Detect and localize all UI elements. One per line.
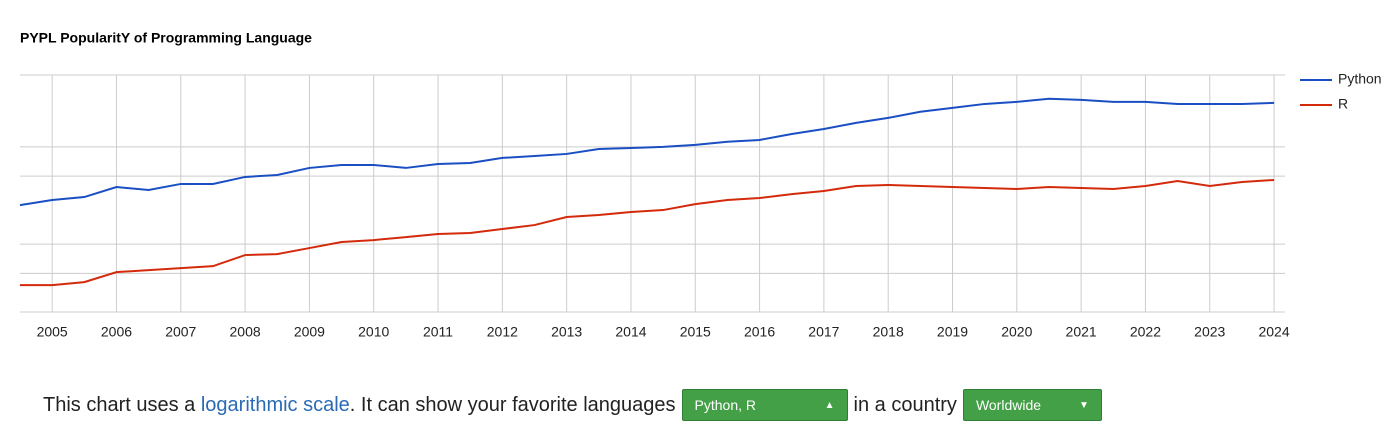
footer-text: in a country bbox=[853, 393, 957, 416]
chart: PYPL PopularitY of Programming Language … bbox=[19, 30, 1382, 340]
line-series bbox=[19, 97, 1275, 207]
caret: ▼ bbox=[1079, 399, 1089, 411]
link[interactable]: logarithmic scale bbox=[200, 393, 350, 416]
dropdown-label: Python, R bbox=[694, 397, 757, 413]
chart-title: PYPL PopularitY of Programming Language bbox=[20, 30, 312, 46]
dropdown-label: Worldwide bbox=[975, 397, 1042, 413]
x-tick-label: 2016 bbox=[744, 324, 775, 340]
line-series bbox=[20, 178, 1275, 287]
x-tick-label: 2006 bbox=[101, 324, 132, 340]
x-tick-label: 2015 bbox=[680, 324, 711, 340]
x-tick-label: 2007 bbox=[165, 324, 196, 340]
x-tick-label: 2012 bbox=[487, 324, 518, 340]
x-tick-label: 2019 bbox=[937, 324, 968, 340]
x-tick-label: 2013 bbox=[551, 324, 582, 340]
country-dropdown[interactable]: Worldwide ▼ bbox=[962, 389, 1102, 421]
x-tick-label: 2020 bbox=[1001, 324, 1032, 340]
x-tick-label: 2014 bbox=[615, 324, 646, 340]
footer: This chart uses a logarithmic scale. It … bbox=[43, 389, 1108, 421]
footer-text: . It can show your favorite languages bbox=[349, 393, 676, 416]
x-tick-label: 2011 bbox=[423, 324, 453, 340]
x-tick-label: 2017 bbox=[808, 324, 839, 340]
language-dropdown[interactable]: Python, R ▲ bbox=[681, 389, 848, 421]
x-tick-label: 2018 bbox=[873, 324, 904, 340]
caret: ▲ bbox=[824, 399, 835, 411]
x-tick-label: 2009 bbox=[294, 324, 325, 340]
x-tick-label: 2008 bbox=[230, 324, 261, 340]
footer-text: This chart uses a bbox=[43, 393, 201, 416]
x-tick-label: 2023 bbox=[1194, 324, 1225, 340]
legend-label: R bbox=[1338, 96, 1348, 112]
x-tick-label: 2024 bbox=[1258, 324, 1289, 340]
x-tick-label: 2005 bbox=[37, 324, 68, 340]
x-tick-label: 2021 bbox=[1066, 324, 1097, 340]
legend-label: Python bbox=[1338, 71, 1382, 87]
x-tick-label: 2010 bbox=[358, 324, 389, 340]
x-tick-label: 2022 bbox=[1130, 324, 1161, 340]
